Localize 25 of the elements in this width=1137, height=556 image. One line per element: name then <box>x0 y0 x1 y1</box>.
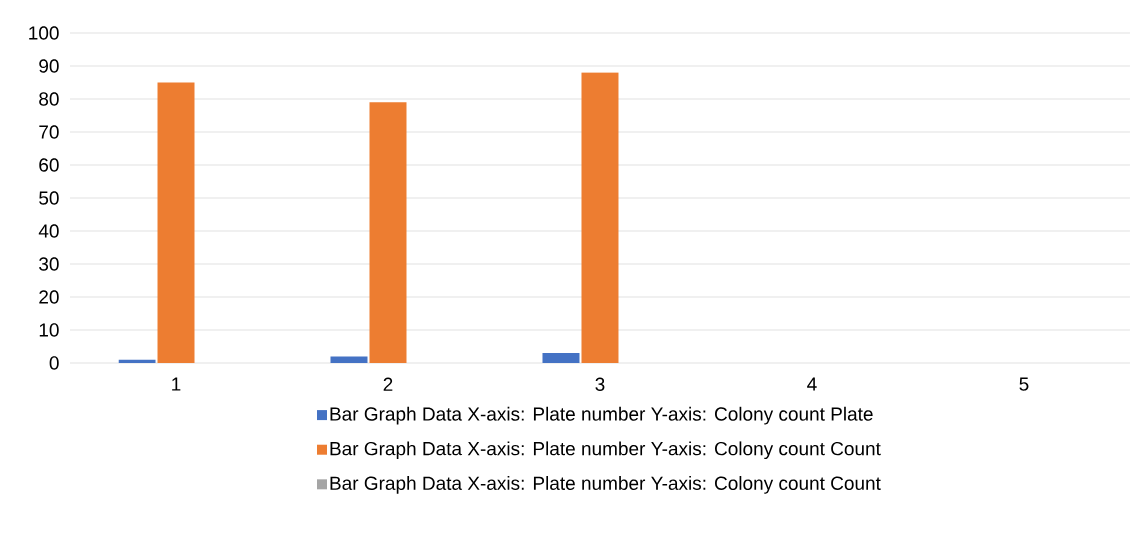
bar <box>157 82 195 363</box>
bar <box>369 102 407 363</box>
y-tick-label: 0 <box>49 356 59 370</box>
bar <box>581 72 619 363</box>
y-tick-label: 80 <box>39 92 59 106</box>
y-tick-label: 90 <box>39 59 59 73</box>
y-tick-label: 10 <box>39 323 59 337</box>
y-tick-label: 40 <box>38 224 59 238</box>
x-tick-label: 5 <box>1019 377 1029 391</box>
y-tick-label: 50 <box>39 191 59 205</box>
legend-label: Bar Graph Data X-axis: Plate number Y-axis: Colony count Plate <box>330 406 873 425</box>
x-tick-label: 2 <box>383 377 393 391</box>
y-tick-label: 70 <box>39 125 59 139</box>
bar <box>542 353 580 363</box>
legend-label: Bar Graph Data X-axis: Plate number Y-axis: Colony count Count <box>330 441 881 460</box>
y-tick-label: 30 <box>39 257 59 271</box>
y-tick-label: 60 <box>39 158 59 172</box>
bar <box>118 359 156 363</box>
x-tick-label: 3 <box>595 377 605 391</box>
x-tick-label: 4 <box>807 377 817 391</box>
y-tick-label: 100 <box>29 26 59 40</box>
y-tick-label: 20 <box>39 290 59 304</box>
bar <box>330 356 368 363</box>
x-tick-label: 1 <box>172 377 181 391</box>
legend-label: Bar Graph Data X-axis: Plate number Y-axis: Colony count Count <box>330 476 881 494</box>
